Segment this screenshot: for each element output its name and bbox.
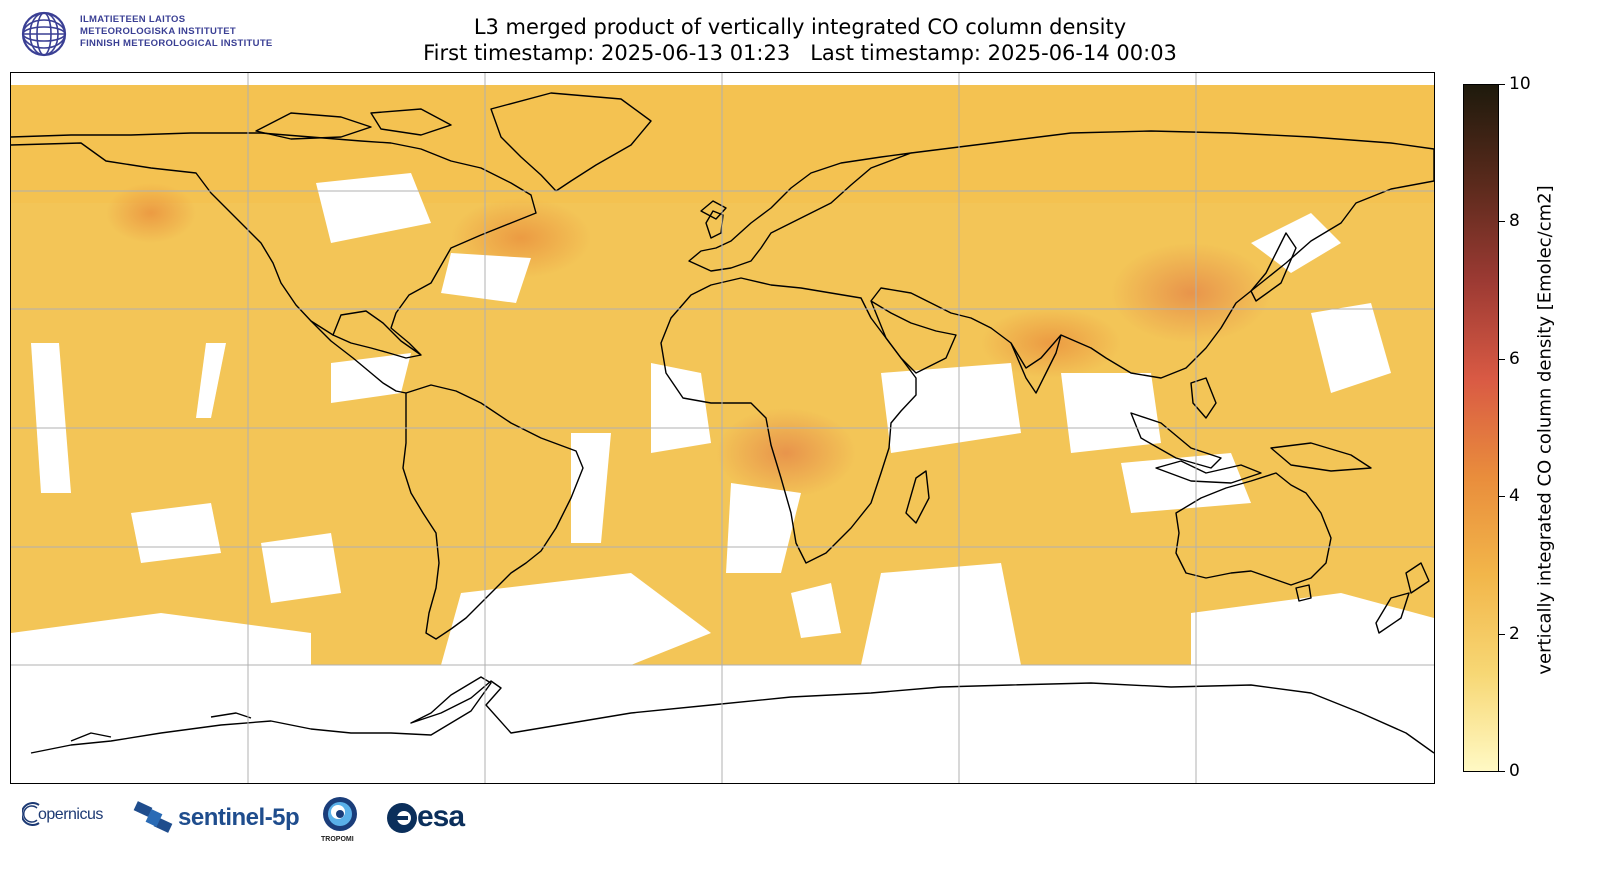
colorbar-tick-label: 10 [1509, 74, 1531, 94]
co-hotspot [981, 308, 1121, 378]
map-title: L3 merged product of vertically integrat… [300, 14, 1300, 66]
co-hotspot [1111, 243, 1271, 343]
coastlines [11, 92, 1434, 754]
colorbar [1463, 84, 1499, 772]
colorbar-tick [1499, 84, 1505, 85]
co-density-map [10, 72, 1435, 784]
colorbar-tick [1499, 359, 1505, 360]
fmi-logo [21, 11, 67, 57]
colorbar-tick-label: 8 [1509, 211, 1520, 231]
colorbar-label: vertically integrated CO column density … [1534, 185, 1556, 675]
tropomi-wordmark: TROPOMI [321, 836, 354, 843]
map-svg [11, 73, 1434, 783]
map-title-line2: First timestamp: 2025-06-13 01:23 Last t… [423, 41, 1177, 65]
institute-name-sv: METEOROLOGISKA INSTITUTET [80, 26, 236, 37]
colorbar-tick-label: 2 [1509, 624, 1520, 644]
co-hotspot [716, 408, 856, 498]
sentinel-satellite-icon [133, 801, 173, 833]
colorbar-tick [1499, 771, 1505, 772]
colorbar-tick-label: 6 [1509, 349, 1520, 369]
co-hotspot [106, 183, 196, 243]
tropomi-logo-icon [323, 797, 357, 831]
colorbar-tick-label: 0 [1509, 761, 1520, 781]
colorbar-tick [1499, 221, 1505, 222]
map-title-line1: L3 merged product of vertically integrat… [473, 15, 1127, 39]
sentinel-5p-wordmark: sentinel-5p [178, 804, 300, 831]
esa-logo-icon [387, 803, 417, 833]
colorbar-tick [1499, 496, 1505, 497]
colorbar-tick-label: 4 [1509, 486, 1520, 506]
copernicus-wordmark: opernicus [38, 806, 103, 823]
colorbar-tick [1499, 634, 1505, 635]
map-gridlines [11, 73, 1434, 783]
esa-wordmark: esa [417, 800, 465, 833]
institute-name-en: FINNISH METEOROLOGICAL INSTITUTE [80, 38, 273, 49]
copernicus-logo [22, 802, 40, 826]
institute-name-fi: ILMATIETEEN LAITOS [80, 14, 186, 25]
institute-name: ILMATIETEEN LAITOS METEOROLOGISKA INSTIT… [80, 14, 273, 50]
